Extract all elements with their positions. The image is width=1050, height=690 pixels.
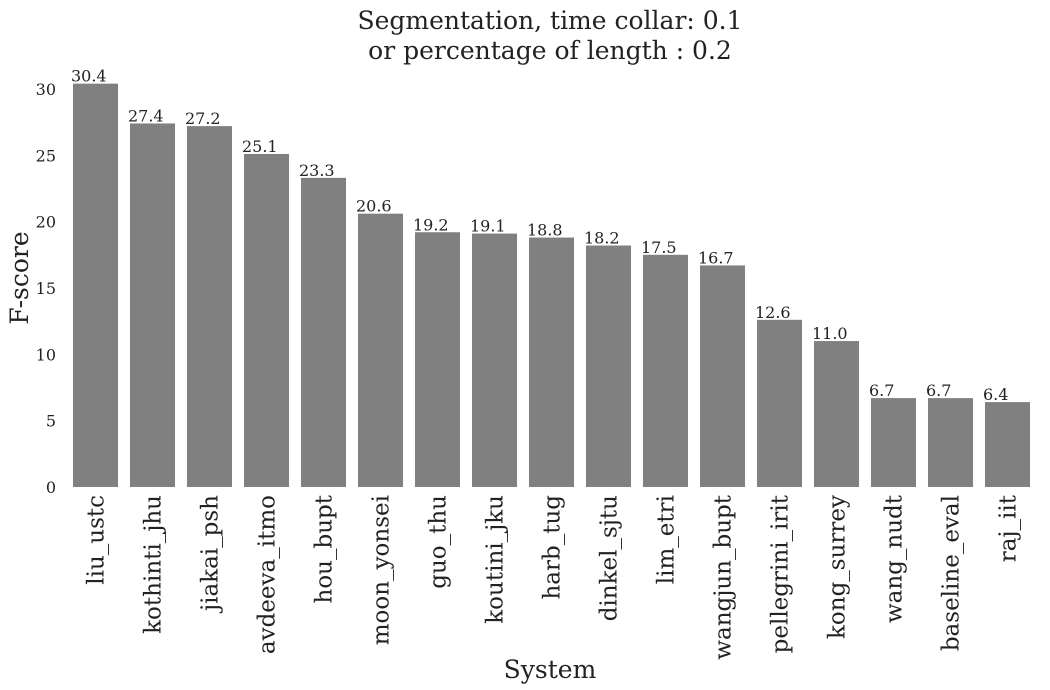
bar-harb_tug: [528, 237, 575, 487]
y-tick-label: 15: [36, 279, 56, 298]
x-tick-label: baseline_eval: [939, 495, 965, 651]
data-label: 6.7: [926, 381, 951, 400]
data-label: 19.1: [470, 217, 506, 236]
data-label: 30.4: [71, 67, 107, 86]
bar-hou_bupt: [300, 177, 347, 488]
bar-lim_etri: [642, 254, 689, 487]
bar-raj_iit: [984, 402, 1031, 487]
x-tick-label: dinkel_sjtu: [597, 495, 623, 621]
data-label: 6.7: [869, 381, 894, 400]
bar-wang_nudt: [870, 398, 917, 487]
y-tick-label: 25: [36, 146, 56, 165]
bar-kothinti_jhu: [129, 123, 176, 487]
bar-moon_yonsei: [357, 213, 404, 487]
x-tick-label: raj_iit: [996, 494, 1022, 562]
x-axis-label: System: [504, 655, 597, 684]
bar-avdeeva_itmo: [243, 153, 290, 487]
x-tick-label: koutini_jku: [483, 495, 509, 624]
data-label: 19.2: [413, 215, 449, 234]
bar-koutini_jku: [471, 233, 518, 487]
bar-wangjun_bupt: [699, 265, 746, 487]
data-label: 12.6: [755, 303, 791, 322]
data-label: 20.6: [356, 197, 392, 216]
chart-title-line-1: Segmentation, time collar: 0.1: [357, 6, 742, 35]
x-tick-label: kong_surrey: [825, 495, 851, 639]
x-tick-label: moon_yonsei: [369, 495, 395, 645]
x-tick-label: harb_tug: [540, 495, 566, 600]
x-axis-ticks: liu_ustc kothinti_jhu jiakai_psh avdeeva_it…: [84, 494, 1022, 659]
y-axis-ticks: 0 5 10 15 20 25 30: [36, 80, 56, 497]
bar-guo_thu: [414, 232, 461, 487]
bar-kong_surrey: [813, 341, 860, 487]
x-tick-label: jiakai_psh: [198, 495, 224, 614]
x-tick-label: hou_bupt: [312, 494, 338, 603]
data-label: 16.7: [698, 248, 734, 267]
bar-dinkel_sjtu: [585, 245, 632, 487]
bar-jiakai_psh: [186, 126, 233, 487]
bar-liu_ustc: [72, 83, 119, 487]
chart-title-line-2: or percentage of length : 0.2: [368, 36, 732, 65]
x-tick-label: wang_nudt: [882, 494, 908, 623]
data-label: 6.4: [983, 385, 1008, 404]
x-tick-label: lim_etri: [654, 495, 680, 584]
data-label: 27.4: [128, 106, 164, 125]
y-tick-label: 5: [46, 412, 56, 431]
x-tick-label: guo_thu: [426, 495, 452, 589]
data-label: 25.1: [242, 137, 278, 156]
data-label: 17.5: [641, 238, 677, 257]
data-labels-group: 30.4 27.4 27.2 25.1 23.3 20.6 19.2 19.1 18.8 18.2…: [71, 67, 1008, 404]
data-label: 11.0: [812, 324, 848, 343]
x-tick-label: kothinti_jhu: [141, 495, 167, 634]
data-label: 18.2: [584, 229, 620, 248]
x-tick-label: wangjun_bupt: [711, 494, 737, 659]
y-tick-label: 30: [36, 80, 56, 99]
x-tick-label: avdeeva_itmo: [255, 495, 281, 654]
data-label: 27.2: [185, 109, 221, 128]
y-axis-label: F-score: [5, 231, 34, 324]
bars-group: [72, 83, 1031, 488]
y-tick-label: 0: [46, 478, 56, 497]
y-tick-label: 20: [36, 213, 56, 232]
data-label: 23.3: [299, 161, 335, 180]
data-label: 18.8: [527, 221, 563, 240]
bar-pellegrini_irit: [756, 319, 803, 487]
x-tick-label: pellegrini_irit: [768, 494, 794, 653]
bar-baseline_eval: [927, 398, 974, 487]
x-tick-label: liu_ustc: [84, 495, 110, 585]
y-tick-label: 10: [36, 345, 56, 364]
